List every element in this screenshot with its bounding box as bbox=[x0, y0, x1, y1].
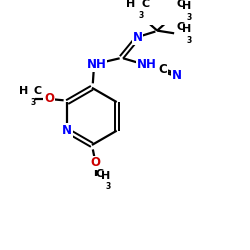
Text: N: N bbox=[132, 31, 142, 44]
Text: H: H bbox=[182, 24, 192, 34]
Text: H: H bbox=[18, 86, 28, 96]
Text: 3: 3 bbox=[138, 11, 144, 20]
Text: N: N bbox=[62, 124, 72, 137]
Text: O: O bbox=[90, 156, 101, 169]
Text: 3: 3 bbox=[30, 98, 36, 106]
Text: 3: 3 bbox=[105, 182, 110, 192]
Text: O: O bbox=[44, 92, 54, 105]
Text: C: C bbox=[96, 169, 104, 179]
Text: NH: NH bbox=[86, 58, 106, 71]
Text: N: N bbox=[172, 69, 182, 82]
Text: C: C bbox=[177, 0, 185, 9]
Text: C: C bbox=[177, 22, 185, 32]
Text: C: C bbox=[141, 0, 149, 9]
Text: 3: 3 bbox=[187, 13, 192, 22]
Text: C: C bbox=[158, 64, 167, 76]
Text: NH: NH bbox=[136, 58, 156, 71]
Text: H: H bbox=[101, 171, 110, 181]
Text: 3: 3 bbox=[187, 36, 192, 45]
Text: H: H bbox=[126, 0, 136, 9]
Text: H: H bbox=[182, 1, 192, 11]
Text: C: C bbox=[33, 86, 41, 96]
